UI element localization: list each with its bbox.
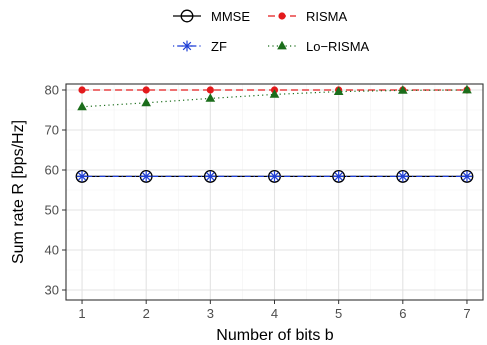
legend-key-marker <box>278 12 286 20</box>
y-tick-label: 50 <box>45 203 59 218</box>
legend-label: ZF <box>211 39 227 54</box>
asterisk-stroke <box>206 172 215 181</box>
series-lo-risma <box>77 84 472 111</box>
x-tick-label: 2 <box>143 306 150 321</box>
point-zf <box>204 171 216 182</box>
point-risma <box>142 86 150 94</box>
x-tick-label: 3 <box>207 306 214 321</box>
x-axis-label: Number of bits b <box>216 327 333 344</box>
point-zf <box>269 171 280 182</box>
legend-label: Lo−RISMA <box>306 39 370 54</box>
x-tick-label: 6 <box>399 306 406 321</box>
asterisk-stroke <box>270 172 279 181</box>
legend-key-marker <box>181 40 193 52</box>
point-lo-risma <box>462 84 472 94</box>
legend-item-lo-risma: Lo−RISMA <box>268 39 370 54</box>
point-lo-risma <box>141 97 151 107</box>
legend-label: MMSE <box>211 9 250 24</box>
legend: MMSE RISMA ZF Lo−RISMA <box>173 9 370 54</box>
legend-key-marker <box>277 40 287 50</box>
x-tick-label: 1 <box>78 306 85 321</box>
x-axis-ticks: 1 2 3 4 5 6 7 <box>78 300 471 321</box>
y-tick-label: 40 <box>45 243 59 258</box>
point-zf <box>140 171 152 182</box>
point-lo-risma <box>77 101 87 111</box>
point-risma <box>206 86 214 94</box>
point-lo-risma <box>269 89 280 98</box>
point-zf <box>333 171 345 182</box>
asterisk-stroke <box>334 172 343 181</box>
x-tick-label: 7 <box>463 306 470 321</box>
legend-item-risma: RISMA <box>268 9 348 24</box>
point-zf <box>397 171 409 182</box>
point-zf <box>76 171 88 182</box>
asterisk-stroke <box>398 172 408 181</box>
point-lo-risma <box>333 86 344 95</box>
point-lo-risma <box>398 85 408 94</box>
asterisk-stroke <box>141 172 151 181</box>
asterisk-stroke <box>182 41 192 51</box>
y-axis-label: Sum rate R [bps/Hz] <box>10 120 27 264</box>
y-tick-label: 30 <box>45 283 59 298</box>
point-risma <box>78 86 86 94</box>
y-tick-label: 60 <box>45 163 59 178</box>
y-tick-label: 70 <box>45 123 59 138</box>
x-tick-label: 4 <box>271 306 278 321</box>
legend-item-zf: ZF <box>173 39 227 54</box>
asterisk-stroke <box>77 172 87 181</box>
asterisk-stroke <box>462 172 472 181</box>
series-zf <box>76 171 473 182</box>
legend-label: RISMA <box>306 9 348 24</box>
point-lo-risma <box>205 93 216 102</box>
legend-item-mmse: MMSE <box>173 9 250 24</box>
y-axis-ticks: 30 40 50 60 70 80 <box>45 83 66 298</box>
x-tick-label: 5 <box>335 306 342 321</box>
plot-area <box>65 83 484 301</box>
y-tick-label: 80 <box>45 83 59 98</box>
point-zf <box>461 171 473 182</box>
